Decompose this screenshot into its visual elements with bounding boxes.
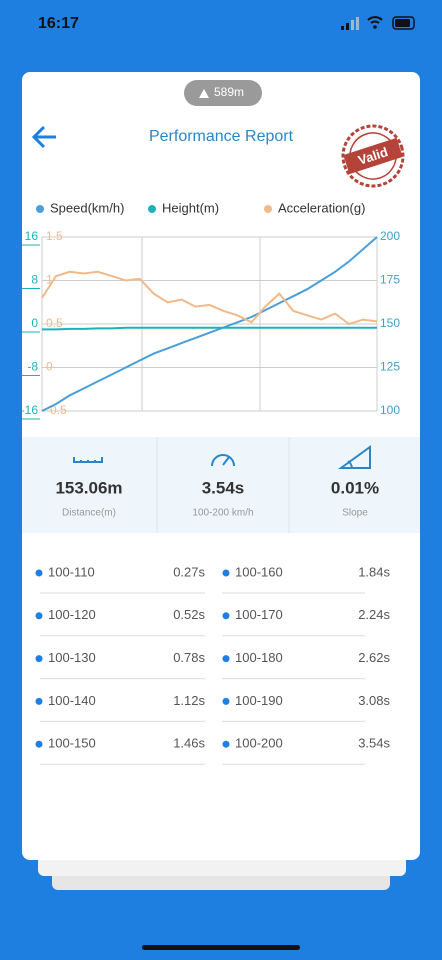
split-name: 100-160 (235, 564, 283, 579)
split-dot (222, 569, 230, 577)
y3-tick-label: 1 (46, 273, 53, 287)
status-time: 16:17 (38, 15, 79, 32)
badge-text: 589m (214, 85, 244, 99)
split-name: 100-170 (235, 607, 283, 622)
split-dot (222, 740, 230, 748)
split-time: 0.27s (173, 564, 205, 579)
legend-marker (36, 205, 44, 213)
split-name: 100-190 (235, 693, 283, 708)
y2-tick-label: 125 (380, 360, 400, 374)
y2-tick-label: 150 (380, 316, 400, 330)
split-name: 100-130 (48, 650, 96, 665)
valid-stamp: Valid (341, 124, 405, 188)
y2-tick-label: 100 (380, 403, 400, 417)
y3-tick-label: 0 (46, 360, 53, 374)
stat-value: 0.01% (331, 478, 379, 497)
stat-label: Distance(m) (62, 508, 116, 519)
legend-marker (264, 205, 272, 213)
stats: 153.06m Distance(m) 3.54s 100-200 km/h 0.01%… (55, 478, 379, 518)
legend-label: Height(m) (162, 200, 219, 215)
split-time: 1.12s (173, 693, 205, 708)
y3-tick-label: 0.5 (46, 316, 63, 330)
y2-tick-label: 200 (380, 229, 400, 243)
page-title: Performance Report (149, 128, 294, 145)
y2-tick-label: 175 (380, 273, 400, 287)
y3-tick-label: 1.5 (46, 229, 63, 243)
distance-icon (73, 457, 103, 463)
split-time: 0.52s (173, 607, 205, 622)
split-time: 3.08s (358, 693, 390, 708)
split-dot (35, 740, 43, 748)
split-time: 1.46s (173, 736, 205, 751)
stat-value: 153.06m (55, 478, 122, 497)
split-dot (222, 655, 230, 663)
home-indicator (142, 945, 300, 950)
split-name: 100-180 (235, 650, 283, 665)
back-button[interactable] (31, 125, 56, 149)
split-name: 100-140 (48, 693, 96, 708)
split-dot (222, 612, 230, 620)
y-tick-label: 0 (31, 316, 38, 330)
split-time: 0.78s (173, 650, 205, 665)
split-name: 100-150 (48, 736, 96, 751)
gauge-icon (211, 454, 235, 467)
y3-tick-label: -0.5 (46, 403, 67, 417)
series-line (42, 326, 377, 331)
stat-label: 100-200 km/h (192, 508, 253, 519)
split-dot (222, 697, 230, 705)
gauge-needle (222, 456, 230, 466)
y-tick-label: -8 (27, 360, 38, 374)
split-dot (35, 655, 43, 663)
altitude-badge (184, 80, 262, 106)
split-name: 100-200 (235, 736, 283, 751)
legend-label: Acceleration(g) (278, 200, 365, 215)
split-time: 2.24s (358, 607, 390, 622)
series-line (41, 236, 378, 412)
legend-marker (148, 205, 156, 213)
y-tick-label: 16 (25, 229, 39, 243)
status-icons (341, 16, 415, 30)
legend-label: Speed(km/h) (50, 200, 124, 215)
mountain-icon (199, 89, 209, 98)
stats-panel (22, 437, 420, 533)
split-dot (35, 697, 43, 705)
stat-value: 3.54s (202, 478, 245, 497)
y-tick-label: -16 (21, 403, 39, 417)
y-tick-label: 8 (31, 273, 38, 287)
splits: 100-110 0.27s 100-120 0.52s 100-130 0.78s 100-… (35, 564, 390, 765)
split-name: 100-120 (48, 607, 96, 622)
split-time: 3.54s (358, 736, 390, 751)
split-time: 1.84s (358, 564, 390, 579)
split-dot (35, 569, 43, 577)
slope-icon (337, 445, 371, 469)
split-name: 100-110 (48, 564, 95, 579)
split-dot (35, 612, 43, 620)
stat-label: Slope (342, 508, 368, 519)
chart: Speed(km/h) Height(m) Acceleration(g) 200 17… (21, 200, 400, 420)
split-time: 2.62s (358, 650, 390, 665)
series-line (41, 270, 378, 326)
